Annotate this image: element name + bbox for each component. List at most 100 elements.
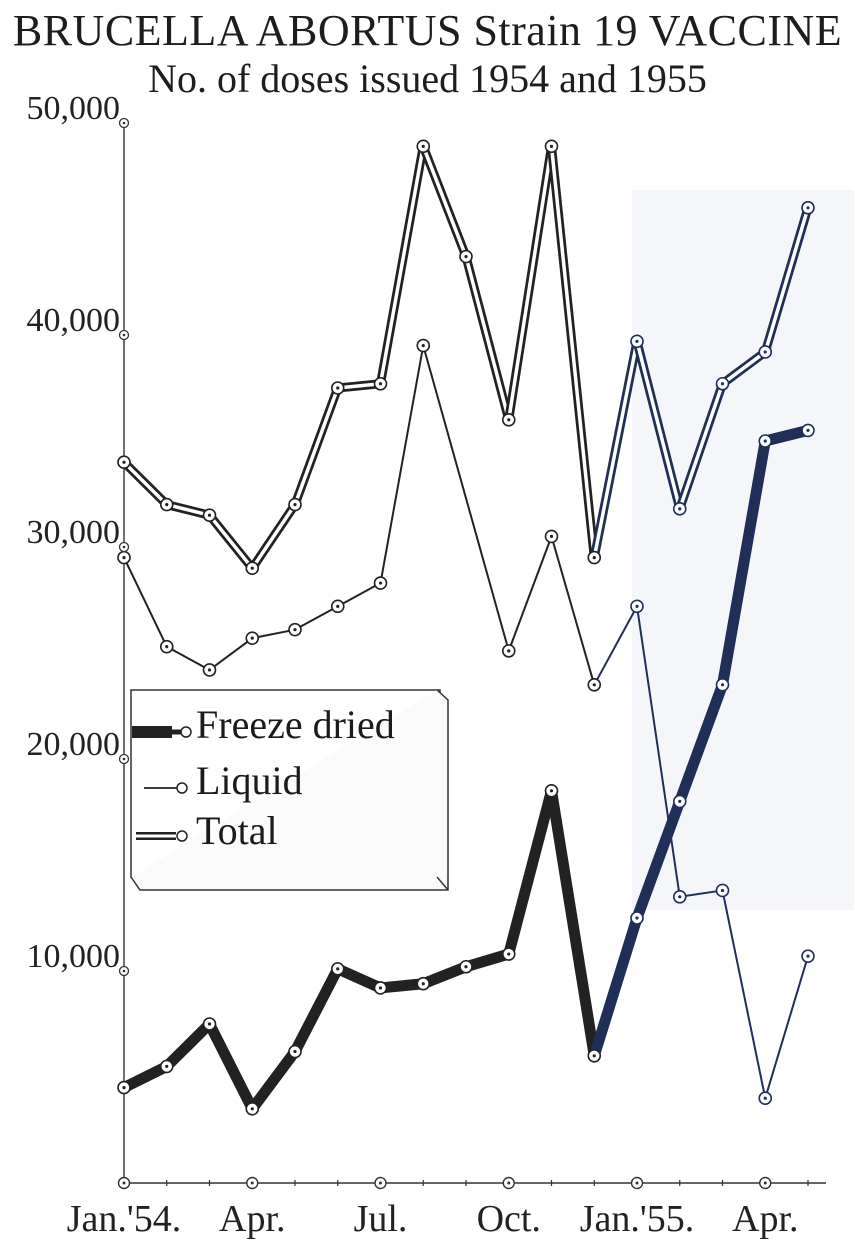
data-point-center xyxy=(720,888,725,893)
freeze-dried-segment xyxy=(460,948,515,973)
data-point-center xyxy=(549,144,554,148)
x-tick-label: Jan.'54. xyxy=(67,1198,182,1240)
data-point-center xyxy=(635,339,639,343)
chart-title: BRUCELLA ABORTUS Strain 19 VACCINE xyxy=(12,6,843,55)
freeze-dried-segment xyxy=(503,785,557,960)
liquid-segment xyxy=(336,582,382,608)
total-segment-inner xyxy=(720,350,767,386)
chart-subtitle: No. of doses issued 1954 and 1955 xyxy=(148,56,707,101)
data-point-center xyxy=(293,1049,297,1054)
legend-label-liquid: Liquid xyxy=(196,758,303,803)
data-point-center xyxy=(122,460,126,464)
data-point-center xyxy=(763,439,767,443)
total-segment-inner xyxy=(763,206,810,354)
data-point-center xyxy=(763,1096,767,1100)
data-point-center xyxy=(720,683,725,687)
chart-title-block: BRUCELLA ABORTUS Strain 19 VACCINE No. o… xyxy=(0,6,855,102)
legend-label-freeze-dried: Freeze dried xyxy=(196,702,395,747)
data-point-center xyxy=(336,967,340,971)
x-tick-marker-center xyxy=(635,1181,639,1185)
liquid-segment xyxy=(294,605,339,631)
data-point-center xyxy=(421,144,425,148)
x-tick-marker-center xyxy=(763,1181,767,1185)
x-tick-marker-center xyxy=(250,1181,254,1185)
legend-label-total: Total xyxy=(196,808,278,853)
data-point-center xyxy=(806,428,810,432)
y-tick-marker-center xyxy=(122,969,126,973)
liquid-segment xyxy=(208,637,254,671)
data-point-center xyxy=(464,254,468,259)
data-point-center xyxy=(806,206,810,210)
y-axis-ticks: 10,000 20,000 30,000 40,000 50,000 xyxy=(27,90,130,977)
data-point-center xyxy=(464,965,468,969)
data-point-center xyxy=(421,344,425,348)
data-point-center xyxy=(250,566,254,570)
data-point-center xyxy=(549,534,554,539)
data-point-center xyxy=(378,382,383,386)
x-axis-ticks: Jan.'54. Apr. Jul. Oct. Jan.'55. Apr. xyxy=(67,1176,799,1240)
data-point-center xyxy=(806,954,810,958)
data-point-center xyxy=(336,386,340,390)
liquid-segment xyxy=(379,344,425,585)
freeze-dried-segment xyxy=(759,424,814,447)
data-point-center xyxy=(250,636,254,640)
y-tick-marker-center xyxy=(122,757,126,761)
data-point-center xyxy=(421,982,425,986)
total-segment-inner xyxy=(336,382,383,390)
data-point-center xyxy=(122,1086,126,1090)
liquid-segment xyxy=(764,955,809,1100)
freeze-dried-segment xyxy=(546,785,600,1062)
legend-item-total: Total xyxy=(136,808,278,853)
data-point-center xyxy=(507,649,511,653)
data-point-center xyxy=(763,350,767,354)
y-tick-marker-center xyxy=(122,121,126,125)
data-point-center xyxy=(207,1022,212,1026)
data-point-center xyxy=(165,503,169,507)
chart-legend: Freeze dried Liquid Total xyxy=(130,689,449,891)
y-tick-label: 20,000 xyxy=(27,726,121,763)
series-total xyxy=(117,139,815,576)
data-point-center xyxy=(378,581,383,585)
data-point-center xyxy=(549,789,554,793)
data-point-center xyxy=(336,604,340,608)
freeze-dried-segment xyxy=(161,1018,215,1072)
freeze-dried-segment xyxy=(417,961,472,990)
liquid-segment xyxy=(678,889,724,898)
y-tick-marker-center xyxy=(122,333,126,337)
total-segment-inner xyxy=(549,144,596,560)
freeze-dried-segment xyxy=(717,435,771,691)
total-segment-inner xyxy=(250,502,297,570)
data-point-center xyxy=(507,418,511,422)
data-point-center xyxy=(165,1064,169,1068)
liquid-segment xyxy=(507,535,553,652)
series-layer xyxy=(117,139,815,1116)
y-tick-label: 40,000 xyxy=(27,302,121,339)
total-segment-inner xyxy=(635,339,682,511)
total-segment-inner xyxy=(165,502,212,517)
liquid-segment xyxy=(721,889,767,1100)
liquid-segment xyxy=(251,628,296,640)
y-tick-marker-center xyxy=(122,545,126,549)
data-point-center xyxy=(592,556,596,560)
x-tick-label: Oct. xyxy=(477,1198,541,1240)
x-tick-label: Jan.'55. xyxy=(580,1198,695,1240)
data-point-center xyxy=(507,952,511,956)
data-point-center xyxy=(122,556,126,560)
data-point-center xyxy=(635,604,639,608)
data-point-center xyxy=(165,645,169,649)
liquid-segment xyxy=(422,344,510,652)
total-segment-inner xyxy=(592,339,639,560)
data-point-center xyxy=(293,628,297,632)
y-tick-label: 30,000 xyxy=(27,514,121,551)
freeze-dried-segment xyxy=(118,1060,173,1094)
total-segment-inner xyxy=(293,386,340,507)
x-tick-label: Apr. xyxy=(732,1198,799,1240)
x-tick-marker-center xyxy=(379,1181,382,1185)
series-freeze-dried xyxy=(117,423,815,1116)
total-segment-inner xyxy=(464,254,511,422)
legend-item-liquid: Liquid xyxy=(144,758,303,803)
freeze-dried-segment xyxy=(332,963,386,994)
total-segment-inner xyxy=(378,144,425,386)
freeze-dried-segment xyxy=(246,1046,301,1115)
